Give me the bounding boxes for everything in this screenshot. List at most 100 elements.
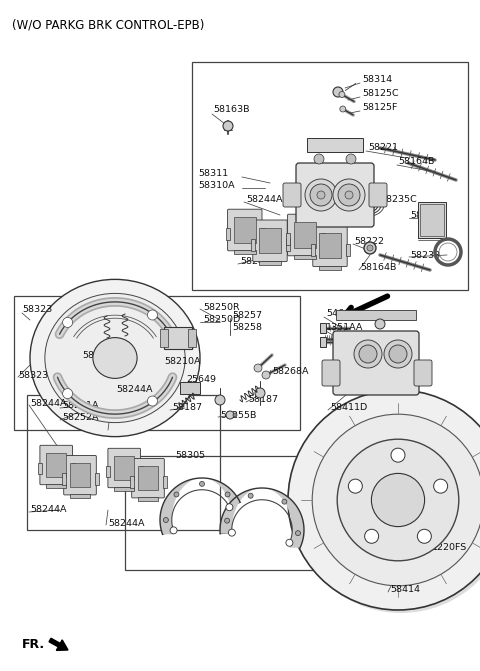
Bar bbox=[418, 202, 446, 238]
Bar bbox=[192, 62, 468, 290]
Circle shape bbox=[226, 504, 233, 511]
Text: 58302: 58302 bbox=[82, 350, 112, 360]
Circle shape bbox=[225, 492, 230, 497]
Bar bbox=[261, 228, 264, 240]
Text: 1351AA: 1351AA bbox=[326, 323, 363, 331]
Bar bbox=[138, 466, 158, 490]
FancyBboxPatch shape bbox=[296, 163, 374, 227]
Bar bbox=[70, 494, 90, 498]
Text: 58233: 58233 bbox=[410, 250, 440, 260]
Circle shape bbox=[228, 529, 235, 536]
Circle shape bbox=[305, 179, 337, 211]
Bar bbox=[96, 473, 99, 484]
Text: 58411D: 58411D bbox=[330, 403, 367, 413]
Text: 25649: 25649 bbox=[186, 376, 216, 384]
FancyBboxPatch shape bbox=[322, 360, 340, 386]
Text: 58232: 58232 bbox=[410, 211, 440, 219]
Bar bbox=[163, 476, 167, 488]
Circle shape bbox=[62, 317, 72, 327]
Circle shape bbox=[200, 481, 204, 486]
Circle shape bbox=[359, 345, 377, 363]
Circle shape bbox=[226, 411, 234, 419]
Circle shape bbox=[310, 184, 332, 206]
Bar bbox=[251, 239, 255, 251]
Bar bbox=[114, 456, 134, 480]
Circle shape bbox=[333, 87, 343, 97]
FancyBboxPatch shape bbox=[333, 331, 419, 395]
Bar bbox=[160, 329, 168, 347]
Circle shape bbox=[314, 154, 324, 164]
Bar bbox=[346, 244, 350, 256]
Circle shape bbox=[317, 191, 325, 199]
Circle shape bbox=[62, 389, 72, 399]
Text: 58323: 58323 bbox=[18, 370, 48, 380]
Circle shape bbox=[375, 319, 385, 329]
Bar bbox=[14, 296, 300, 430]
Bar bbox=[46, 484, 66, 488]
FancyBboxPatch shape bbox=[288, 214, 322, 256]
FancyArrow shape bbox=[49, 638, 68, 650]
Bar bbox=[38, 463, 42, 474]
Circle shape bbox=[384, 340, 412, 368]
Circle shape bbox=[296, 531, 300, 535]
Bar bbox=[234, 217, 256, 243]
Text: 58314: 58314 bbox=[362, 76, 392, 85]
Bar bbox=[164, 327, 192, 349]
Text: 58251A: 58251A bbox=[62, 401, 98, 409]
Circle shape bbox=[333, 179, 365, 211]
Bar bbox=[294, 222, 316, 248]
Text: 58164B: 58164B bbox=[360, 264, 396, 272]
Circle shape bbox=[233, 413, 237, 417]
Circle shape bbox=[248, 493, 253, 498]
Bar bbox=[107, 466, 110, 477]
Text: 58305: 58305 bbox=[175, 450, 205, 460]
Bar bbox=[336, 310, 416, 320]
Bar bbox=[125, 456, 340, 570]
Text: 58125F: 58125F bbox=[362, 103, 397, 113]
Text: 58255B: 58255B bbox=[220, 411, 256, 419]
FancyBboxPatch shape bbox=[228, 209, 262, 251]
Text: 58310A: 58310A bbox=[198, 181, 235, 191]
Bar bbox=[319, 234, 341, 258]
Text: FR.: FR. bbox=[22, 639, 45, 652]
Text: 58163B: 58163B bbox=[213, 105, 250, 115]
Text: (W/O PARKG BRK CONTROL-EPB): (W/O PARKG BRK CONTROL-EPB) bbox=[12, 18, 204, 31]
Circle shape bbox=[215, 395, 225, 405]
Text: 58414: 58414 bbox=[390, 586, 420, 595]
FancyBboxPatch shape bbox=[253, 220, 287, 262]
Circle shape bbox=[389, 345, 407, 363]
Text: 1220FS: 1220FS bbox=[432, 544, 467, 552]
Circle shape bbox=[286, 539, 293, 546]
Circle shape bbox=[417, 529, 432, 544]
Text: 58230: 58230 bbox=[164, 344, 194, 352]
Bar bbox=[420, 204, 444, 236]
Circle shape bbox=[345, 191, 353, 199]
Circle shape bbox=[223, 121, 233, 131]
Ellipse shape bbox=[93, 338, 137, 378]
Bar bbox=[286, 239, 290, 251]
Circle shape bbox=[433, 479, 448, 493]
Text: 58235C: 58235C bbox=[380, 195, 417, 205]
Circle shape bbox=[354, 340, 382, 368]
Text: 58125C: 58125C bbox=[362, 89, 398, 99]
FancyBboxPatch shape bbox=[64, 456, 96, 495]
Text: 58258: 58258 bbox=[232, 323, 262, 333]
FancyBboxPatch shape bbox=[40, 446, 72, 484]
Circle shape bbox=[339, 91, 345, 97]
Bar bbox=[140, 466, 143, 477]
Bar bbox=[226, 228, 229, 240]
Bar bbox=[259, 260, 281, 265]
Circle shape bbox=[255, 388, 265, 398]
Text: 58244A: 58244A bbox=[30, 505, 67, 515]
Bar bbox=[72, 463, 75, 474]
Bar bbox=[138, 497, 158, 501]
Text: 58244A: 58244A bbox=[116, 386, 153, 395]
Circle shape bbox=[391, 448, 405, 462]
Bar bbox=[234, 250, 256, 254]
Circle shape bbox=[337, 440, 459, 561]
Bar bbox=[188, 329, 196, 347]
Bar bbox=[321, 233, 324, 245]
Bar bbox=[46, 453, 66, 477]
Bar bbox=[130, 476, 133, 488]
FancyBboxPatch shape bbox=[132, 458, 164, 498]
